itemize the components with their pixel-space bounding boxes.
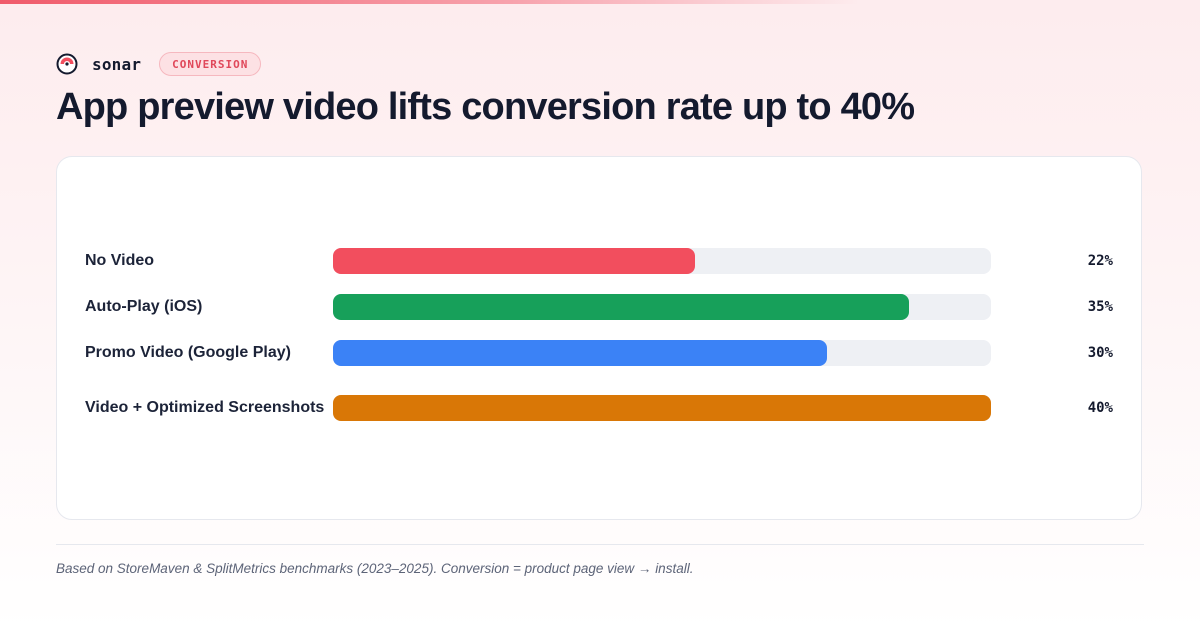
bar-category-label: Promo Video (Google Play) bbox=[85, 344, 291, 361]
bar-fill bbox=[333, 395, 991, 421]
source-footnote: Based on StoreMaven & SplitMetrics bench… bbox=[56, 561, 694, 576]
bar-value-label: 30% bbox=[1087, 345, 1113, 361]
top-accent-bar bbox=[0, 0, 860, 4]
bar-value-label: 22% bbox=[1087, 253, 1113, 269]
brand-header: sonar CONVERSION bbox=[56, 52, 262, 76]
bar-category-label: Video + Optimized Screenshots bbox=[85, 399, 325, 416]
bar-track bbox=[333, 340, 991, 366]
bar-track bbox=[333, 248, 991, 274]
bar-category-label: No Video bbox=[85, 252, 155, 269]
bar-value-label: 40% bbox=[1087, 400, 1113, 416]
bar-track bbox=[333, 294, 991, 320]
sonar-logo-icon bbox=[56, 53, 78, 75]
bar-track bbox=[333, 395, 991, 421]
bar-value-label: 35% bbox=[1087, 299, 1113, 315]
bar-fill bbox=[333, 248, 695, 274]
page-title: App preview video lifts conversion rate … bbox=[56, 86, 915, 128]
brand-name: sonar bbox=[92, 54, 142, 74]
bar-fill bbox=[333, 294, 909, 320]
category-badge: CONVERSION bbox=[159, 52, 262, 76]
bar-category-label: Auto-Play (iOS) bbox=[85, 298, 203, 315]
chart-card: No Video 22% Auto-Play (iOS) 35% Promo Video… bbox=[56, 156, 1142, 520]
bar-fill bbox=[333, 340, 827, 366]
footer-divider bbox=[56, 544, 1144, 545]
